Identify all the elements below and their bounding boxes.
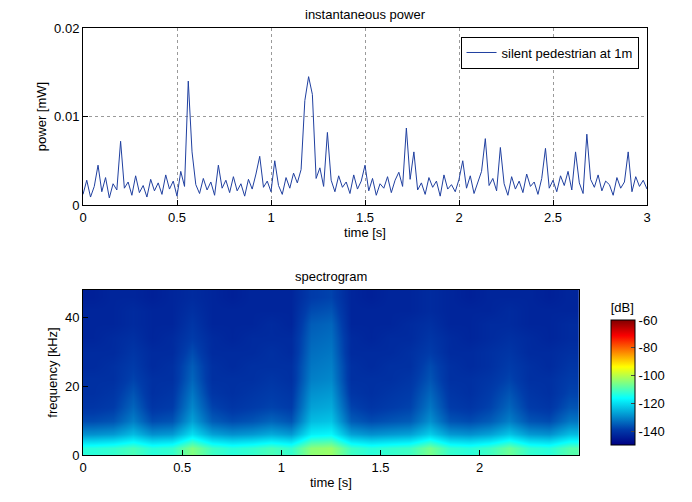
svg-text:0.02: 0.02	[54, 21, 79, 36]
svg-text:40: 40	[65, 310, 79, 325]
svg-text:1.5: 1.5	[356, 210, 374, 225]
svg-text:instantaneous power: instantaneous power	[305, 7, 426, 22]
svg-text:silent pedestrian at 1m: silent pedestrian at 1m	[502, 46, 633, 61]
svg-text:-80: -80	[639, 340, 658, 355]
svg-text:frequency [kHz]: frequency [kHz]	[45, 327, 60, 417]
svg-text:3: 3	[643, 210, 650, 225]
svg-text:-120: -120	[639, 396, 665, 411]
svg-text:1: 1	[278, 460, 285, 475]
svg-text:0.5: 0.5	[168, 210, 186, 225]
svg-text:-60: -60	[639, 313, 658, 328]
svg-text:[dB]: [dB]	[611, 300, 634, 315]
svg-text:2.5: 2.5	[544, 210, 562, 225]
svg-text:-140: -140	[639, 424, 665, 439]
svg-text:time [s]: time [s]	[344, 225, 386, 240]
svg-text:2: 2	[476, 460, 483, 475]
svg-text:1.5: 1.5	[371, 460, 389, 475]
svg-text:0: 0	[72, 198, 79, 213]
svg-text:0.01: 0.01	[54, 109, 79, 124]
svg-text:0: 0	[79, 210, 86, 225]
svg-text:1: 1	[267, 210, 274, 225]
svg-text:-100: -100	[639, 368, 665, 383]
svg-text:2: 2	[455, 210, 462, 225]
svg-text:time [s]: time [s]	[310, 475, 352, 490]
svg-text:0: 0	[72, 448, 79, 463]
svg-text:20: 20	[65, 379, 79, 394]
svg-text:0: 0	[79, 460, 86, 475]
svg-text:power [mW]: power [mW]	[34, 82, 49, 151]
svg-text:0.5: 0.5	[173, 460, 191, 475]
svg-text:spectrogram: spectrogram	[295, 269, 367, 284]
